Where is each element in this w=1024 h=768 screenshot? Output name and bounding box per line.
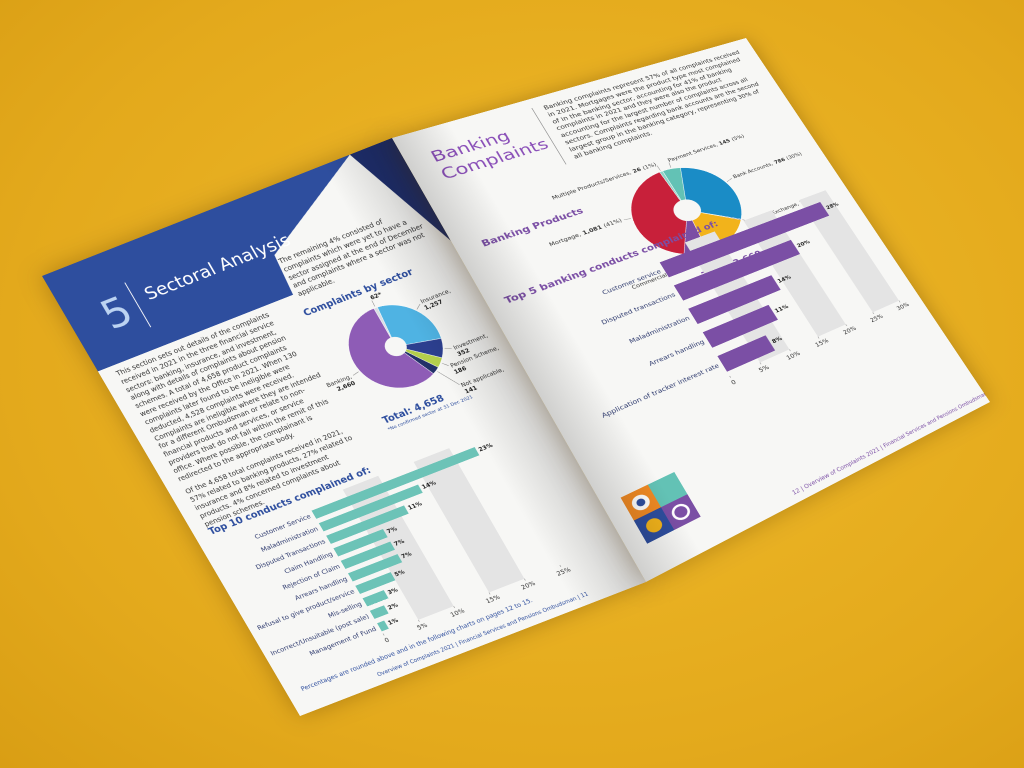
- bar: [369, 605, 389, 619]
- slice-label: Bank Accounts,: [732, 161, 775, 180]
- pie-slice: [396, 334, 446, 377]
- pie-slice: [332, 301, 436, 401]
- bar-value-label: 3%: [386, 587, 399, 597]
- chart-title: Banking Products: [480, 206, 586, 249]
- x-tick-label: 0: [730, 379, 737, 387]
- bar: [340, 541, 395, 569]
- x-tick-label: 15%: [814, 337, 830, 348]
- bar-value-label: 28%: [825, 201, 840, 211]
- tick-mark: [789, 349, 790, 351]
- tick-mark: [454, 606, 455, 608]
- x-tick-label: 5%: [416, 622, 429, 631]
- slice-share-label: (1%): [641, 161, 657, 171]
- tick-mark: [818, 337, 819, 339]
- leader-line: [352, 372, 359, 376]
- slice-label-group: Bank Accounts,786(30%): [732, 151, 803, 180]
- x-tick-label: 25%: [869, 313, 884, 324]
- pie-slice: [396, 337, 441, 381]
- x-tick-label: 0: [384, 637, 391, 644]
- slice-value-label: 7: [799, 199, 806, 206]
- slice-share-label: (41%): [602, 217, 623, 229]
- bar-value-label: 2%: [387, 602, 400, 611]
- slice-value-label: 26: [631, 166, 642, 174]
- bar: [311, 447, 480, 519]
- right-page-graphics: Banking Complaints Banking ProductsPayme…: [427, 38, 989, 544]
- bar-value-label: 11%: [407, 501, 424, 512]
- x-tick-label: 20%: [842, 325, 858, 336]
- tick-mark: [846, 324, 847, 326]
- tick-mark: [730, 376, 731, 378]
- slice-value-label: 1,081: [581, 224, 604, 236]
- slice-label-group: Payment Services,145(5%): [667, 133, 746, 163]
- bar-value-label: 14%: [421, 480, 438, 491]
- bar-value-label: 7%: [393, 538, 406, 548]
- x-tick-label: 25%: [556, 567, 572, 578]
- pie-slice: [396, 330, 451, 370]
- right-page: Banking Complaints Banking Products Payme…: [392, 38, 990, 582]
- slice-share-label: (16%): [797, 214, 815, 225]
- tick-mark: [418, 620, 419, 622]
- bar-value-label: 7%: [386, 526, 399, 536]
- slice-value-label: 62*: [369, 291, 383, 301]
- bar-value-label: 20%: [796, 239, 812, 249]
- title-divider: [124, 282, 152, 328]
- tick-mark: [383, 634, 384, 636]
- bar-value-label: 7%: [400, 551, 413, 561]
- x-tick-label: 30%: [896, 301, 911, 311]
- x-tick-label: 10%: [450, 608, 466, 619]
- x-tick-label: 20%: [520, 581, 536, 592]
- slice-label: Payment Services,: [667, 142, 719, 163]
- slice-value-label: 186: [453, 365, 468, 375]
- bar-value-label: 14%: [776, 274, 792, 285]
- grid-band: [413, 448, 525, 593]
- slice-share-label: (5%): [730, 133, 745, 142]
- leader-line: [445, 346, 452, 351]
- x-tick-label: 15%: [485, 594, 501, 605]
- corner-band: [349, 137, 451, 258]
- category-label: Maladministration: [628, 314, 692, 345]
- x-tick-label: 5%: [758, 364, 771, 374]
- tick-mark: [899, 301, 900, 303]
- page-footer: 12 | Overview of Complaints 2021 | Finan…: [791, 391, 988, 496]
- leader-line: [442, 362, 449, 368]
- slice-value-label: 145: [718, 138, 732, 147]
- leader-line: [371, 300, 376, 307]
- slice-value-label: 352: [456, 347, 471, 358]
- donut-hole: [380, 333, 411, 360]
- slice-share-label: (<1%): [804, 193, 823, 204]
- category-label: Arrears handling: [647, 338, 706, 368]
- x-tick-label: 10%: [785, 350, 802, 361]
- title-band: [42, 154, 405, 372]
- tick-mark: [524, 579, 525, 581]
- bar: [333, 529, 388, 557]
- bar: [318, 484, 423, 532]
- bar-value-label: 23%: [477, 442, 494, 453]
- slice-value-label: 786: [773, 157, 787, 166]
- tick-mark: [560, 565, 561, 567]
- slice-value-label: 431: [784, 220, 798, 229]
- bar: [326, 505, 409, 544]
- tick-mark: [873, 312, 874, 314]
- slice-share-label: (30%): [785, 151, 803, 161]
- tick-mark: [760, 362, 761, 364]
- leader-line: [726, 178, 733, 181]
- slice-value-label: 184: [669, 266, 685, 276]
- slice-label: Multiple Products/Services,: [551, 170, 633, 201]
- bar-value-label: 11%: [773, 303, 790, 314]
- bar-value-label: 1%: [387, 617, 400, 626]
- bar: [362, 590, 389, 607]
- slice-value-label: 141: [464, 385, 479, 395]
- category-label: Disputed transactions: [600, 291, 677, 326]
- slice-label: Investment,: [452, 332, 489, 351]
- tick-mark: [489, 592, 490, 594]
- leader-line: [417, 304, 421, 310]
- bar-value-label: 8%: [771, 335, 784, 345]
- page-footer: Overview of Complaints 2021 | Financial …: [376, 592, 590, 679]
- slice-share-label: (7%): [683, 260, 700, 271]
- bar-value-label: 5%: [393, 569, 406, 579]
- slice-label: Mortgage,: [548, 231, 582, 248]
- category-label: Application of tracker interest rate: [600, 362, 721, 420]
- leader-line: [624, 217, 631, 220]
